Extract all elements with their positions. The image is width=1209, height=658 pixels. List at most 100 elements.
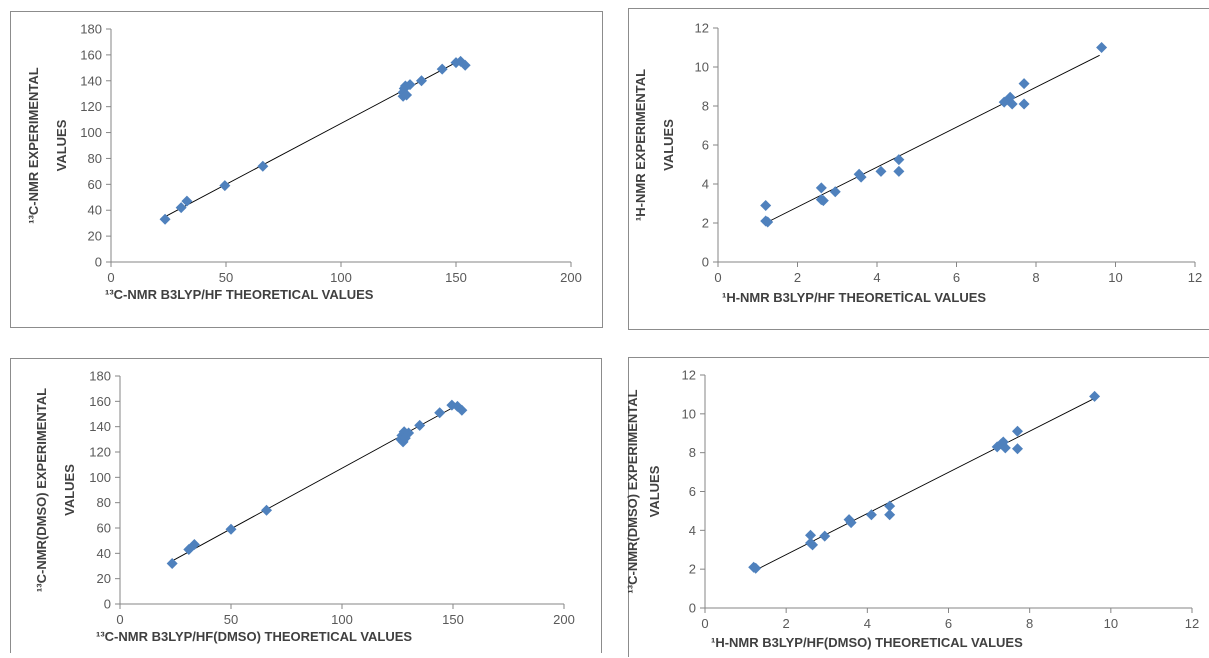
y-tick-label: 140 <box>80 73 102 88</box>
y-tick-label: 40 <box>97 546 111 561</box>
data-point <box>404 79 416 91</box>
x-axis-title: ¹H-NMR B3LYP/HF(DMSO) THEORETICAL VALUES <box>711 635 1023 650</box>
x-tick-label: 0 <box>116 612 123 627</box>
data-point <box>855 171 867 183</box>
y-tick-label: 0 <box>104 597 111 612</box>
data-point <box>1096 42 1108 53</box>
data-point <box>455 55 467 67</box>
data-point <box>1018 98 1030 110</box>
data-point <box>893 154 905 166</box>
x-tick-label: 0 <box>701 616 708 631</box>
x-axis-title: ¹H-NMR B3LYP/HF THEORETİCAL VALUES <box>722 290 986 305</box>
y-axis-title: VALUES <box>647 465 662 517</box>
x-tick-label: 0 <box>714 270 721 285</box>
data-point <box>456 404 468 416</box>
x-tick-label: 12 <box>1185 616 1199 631</box>
y-tick-label: 12 <box>695 21 709 36</box>
y-tick-label: 2 <box>689 562 696 577</box>
y-tick-label: 20 <box>97 571 111 586</box>
chart-panel-h1-dmso: 0 2 4 6 8 10 12 0 2 4 6 8 10 12 ¹H-NMR B3LYP/HF(DMSO) … <box>625 357 1209 657</box>
chart-h1-dmso: 0 2 4 6 8 10 12 0 2 4 6 8 10 12 ¹H-NMR B3LYP/HF(DMSO) … <box>625 368 1199 651</box>
y-tick-label: 140 <box>89 419 111 434</box>
x-tick-label: 2 <box>794 270 801 285</box>
data-point <box>875 165 887 177</box>
y-axis-title: VALUES <box>661 119 676 171</box>
y-tick-label: 40 <box>88 203 102 218</box>
y-tick-label: 12 <box>682 368 696 383</box>
data-point <box>845 517 857 529</box>
x-tick-label: 4 <box>873 270 880 285</box>
y-tick-label: 20 <box>88 229 102 244</box>
y-axis-title: ¹³C-NMR(DMSO) EXPERIMENTAL <box>625 389 640 593</box>
data-point <box>815 182 827 194</box>
data-point <box>434 407 446 419</box>
y-tick-label: 0 <box>689 601 696 616</box>
y-tick-label: 10 <box>682 406 696 421</box>
data-point <box>401 89 413 101</box>
y-tick-label: 4 <box>702 177 709 192</box>
data-point <box>403 427 415 439</box>
y-axis-title: ¹³C-NMR EXPERIMENTAL <box>26 67 41 224</box>
chart-panel-c13-theoretical: 0 20 40 60 80 100 120 140 160 180 0 50 100 150 200 ¹³C-… <box>10 11 603 328</box>
chart-c13-theoretical: 0 20 40 60 80 100 120 140 160 180 0 50 100 150 200 ¹³C-… <box>26 22 582 303</box>
y-tick-label: 160 <box>80 47 102 62</box>
y-tick-label: 120 <box>80 99 102 114</box>
trendline <box>765 54 1100 224</box>
y-tick-label: 6 <box>689 484 696 499</box>
data-point <box>261 504 273 516</box>
y-tick-label: 100 <box>89 470 111 485</box>
chart-c13-dmso: 0 20 40 60 80 100 120 140 160 180 0 50 100 150 200 ¹³C-… <box>34 369 575 645</box>
x-tick-label: 8 <box>1032 270 1039 285</box>
y-tick-label: 10 <box>695 60 709 75</box>
x-axis-title: ¹³C-NMR B3LYP/HF(DMSO) THEORETICAL VALUE… <box>96 629 412 644</box>
y-tick-label: 6 <box>702 138 709 153</box>
x-tick-label: 200 <box>553 612 575 627</box>
data-point <box>166 557 178 569</box>
y-tick-label: 160 <box>89 394 111 409</box>
data-point <box>1018 78 1030 90</box>
y-tick-label: 80 <box>88 151 102 166</box>
data-point <box>750 562 762 574</box>
x-tick-label: 12 <box>1188 270 1202 285</box>
x-tick-label: 4 <box>864 616 871 631</box>
y-tick-label: 8 <box>702 99 709 114</box>
data-point <box>1011 443 1023 455</box>
x-tick-label: 6 <box>945 616 952 631</box>
data-point <box>865 509 877 521</box>
data-point <box>414 419 426 431</box>
chart-panel-h1-theoretical: 0 2 4 6 8 10 12 0 2 4 6 8 10 12 ¹H-NMR B3LYP/HF THEORE… <box>628 8 1209 330</box>
y-tick-label: 0 <box>702 255 709 270</box>
y-axis-title: VALUES <box>62 464 77 516</box>
data-point <box>805 529 817 541</box>
y-tick-label: 180 <box>80 22 102 37</box>
data-point <box>225 523 237 535</box>
x-tick-label: 50 <box>219 270 233 285</box>
data-point <box>884 509 896 521</box>
x-tick-label: 8 <box>1026 616 1033 631</box>
data-point <box>819 530 831 542</box>
x-tick-label: 150 <box>442 612 464 627</box>
x-tick-label: 50 <box>224 612 238 627</box>
data-point <box>884 500 896 512</box>
x-tick-label: 100 <box>331 612 353 627</box>
data-point <box>1006 98 1018 110</box>
x-tick-label: 10 <box>1104 616 1118 631</box>
y-tick-label: 60 <box>97 521 111 536</box>
y-axis-title: ¹H-NMR EXPERIMENTAL <box>633 69 648 221</box>
data-point <box>829 186 841 198</box>
data-point <box>817 195 829 207</box>
data-point <box>219 180 231 192</box>
data-point <box>181 195 193 207</box>
data-point <box>175 202 187 214</box>
y-tick-label: 8 <box>689 445 696 460</box>
y-tick-label: 80 <box>97 495 111 510</box>
x-tick-label: 100 <box>330 270 352 285</box>
data-point <box>760 199 772 211</box>
trendline <box>753 397 1095 572</box>
data-point <box>416 75 427 87</box>
chart-h1-theoretical: 0 2 4 6 8 10 12 0 2 4 6 8 10 12 ¹H-NMR B3LYP/HF THEORE… <box>633 21 1202 306</box>
y-tick-label: 2 <box>702 216 709 231</box>
trendline <box>171 404 458 562</box>
trendline <box>164 59 461 218</box>
y-axis-title: VALUES <box>54 119 69 171</box>
